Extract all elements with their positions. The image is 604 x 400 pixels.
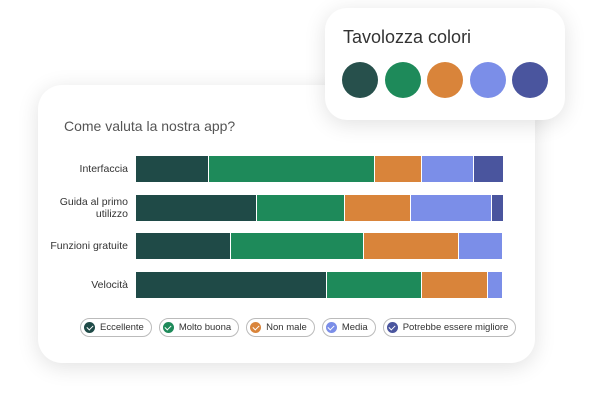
legend-swatch xyxy=(84,322,95,333)
legend-item: Non male xyxy=(246,318,315,337)
legend-swatch xyxy=(250,322,262,333)
legend-item: Molto buona xyxy=(158,318,240,337)
color-swatch xyxy=(427,62,463,98)
bar-segment xyxy=(136,233,232,259)
bar-segment xyxy=(374,156,423,182)
legend: Eccellente Molto buona Non male Media Potreb… xyxy=(80,318,517,337)
color-swatch xyxy=(342,62,378,98)
palette-title: Tavolozza colori xyxy=(343,27,472,47)
bar-segment xyxy=(488,272,503,298)
legend-item: Media xyxy=(321,318,376,337)
legend-label: Non male xyxy=(266,322,307,333)
category-label: Velocità xyxy=(91,279,128,291)
bar-segment xyxy=(209,156,375,182)
category-label: Interfaccia xyxy=(79,163,128,175)
chart-title: Come valuta la nostra app? xyxy=(64,118,236,134)
legend-label: Potrebbe essere migliore xyxy=(402,322,509,333)
bar-segment xyxy=(422,156,474,182)
bar-segment xyxy=(458,233,503,259)
color-swatch xyxy=(469,62,506,98)
legend-swatch xyxy=(386,322,398,333)
bar-segment xyxy=(363,233,459,259)
swatches xyxy=(342,62,548,98)
legend-label: Media xyxy=(341,322,368,333)
legend-item: Eccellente xyxy=(80,318,152,337)
category-label: Guida al primo utilizzo xyxy=(59,196,128,220)
bar-segment xyxy=(136,156,210,182)
bar-segment xyxy=(411,195,492,221)
legend-label: Eccellente xyxy=(100,322,144,333)
bar-segment xyxy=(231,233,364,259)
legend-swatch xyxy=(325,322,337,333)
bar-segment xyxy=(257,195,346,221)
legend-label: Molto buona xyxy=(178,322,232,333)
chart-card xyxy=(38,85,535,363)
bar-segment xyxy=(136,272,327,298)
color-swatch xyxy=(512,62,548,98)
bar-segment xyxy=(136,195,258,221)
bar-segment xyxy=(326,272,423,298)
legend-item: Potrebbe essere migliore xyxy=(382,318,517,337)
color-swatch xyxy=(384,62,421,98)
category-label: Funzioni gratuite xyxy=(50,240,128,252)
bar-segment xyxy=(491,195,503,221)
bar-segment xyxy=(473,156,503,182)
bar-segment xyxy=(345,195,412,221)
legend-swatch xyxy=(162,322,174,333)
bar-segment xyxy=(422,272,489,298)
